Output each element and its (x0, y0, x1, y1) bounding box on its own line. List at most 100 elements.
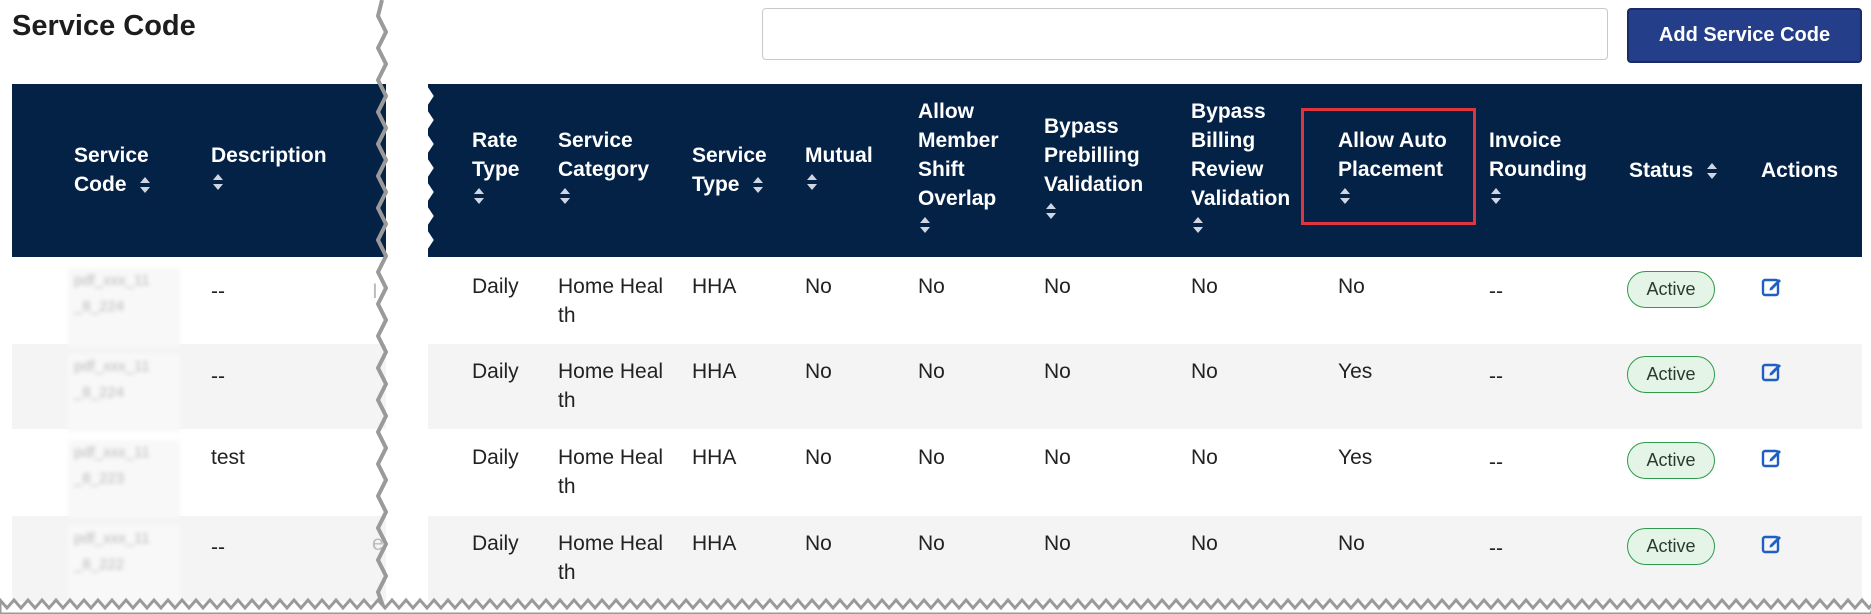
service-code-blurred: pdf_xxx_11 _8_223 (68, 440, 180, 518)
service-type-cell: HHA (692, 360, 737, 383)
col-allow-member-shift-overlap[interactable]: Allow Member Shift Overlap (918, 97, 999, 235)
sort-icon[interactable] (918, 215, 932, 235)
col-label: Review (1191, 158, 1264, 181)
table-row (12, 344, 1862, 429)
bypass-prebilling-cell: No (1044, 446, 1071, 469)
add-service-code-button[interactable]: Add Service Code (1627, 8, 1862, 63)
col-service-type[interactable]: Service Type (692, 141, 767, 199)
col-label: Bypass (1044, 115, 1119, 138)
col-label: Mutual (805, 144, 873, 167)
service-category-cell: Home Heal th (558, 357, 663, 415)
category-line: th (558, 475, 576, 498)
sort-icon[interactable] (472, 186, 486, 206)
col-label: Shift (918, 158, 965, 181)
torn-edge-left (375, 0, 389, 614)
edit-icon[interactable] (1761, 446, 1783, 468)
col-label: Service (558, 129, 633, 152)
col-actions: Actions (1761, 156, 1838, 185)
auto-placement-cell: Yes (1338, 446, 1373, 469)
shift-overlap-cell: No (918, 275, 945, 298)
torn-edge-bottom (0, 597, 1871, 614)
col-label: Prebilling (1044, 144, 1140, 167)
col-label: Category (558, 158, 650, 181)
invoice-rounding-cell: -- (1489, 365, 1503, 388)
col-label: Rate (472, 129, 518, 152)
search-input[interactable] (762, 8, 1608, 60)
sort-icon[interactable] (138, 175, 152, 195)
bypass-billing-review-cell: No (1191, 275, 1218, 298)
mutual-cell: No (805, 532, 832, 555)
rate-type-cell: Daily (472, 532, 519, 555)
category-line: Home Heal (558, 360, 664, 383)
category-line: Home Heal (558, 275, 664, 298)
sort-icon[interactable] (211, 172, 225, 192)
col-allow-auto-placement[interactable]: Allow Auto Placement (1338, 126, 1447, 206)
category-line: th (558, 389, 576, 412)
col-label: Type (472, 158, 520, 181)
col-label: Service (74, 144, 149, 167)
sort-icon[interactable] (558, 186, 572, 206)
rate-type-cell: Daily (472, 360, 519, 383)
col-service-code[interactable]: Service Code (74, 141, 152, 199)
invoice-rounding-cell: -- (1489, 537, 1503, 560)
shift-overlap-cell: No (918, 446, 945, 469)
col-bypass-prebilling-validation[interactable]: Bypass Prebilling Validation (1044, 112, 1143, 221)
col-label: Placement (1338, 158, 1444, 181)
invoice-rounding-cell: -- (1489, 280, 1503, 303)
service-type-cell: HHA (692, 532, 737, 555)
torn-edge-right (422, 83, 434, 253)
col-service-category[interactable]: Service Category (558, 126, 649, 206)
col-label: Actions (1761, 159, 1839, 182)
service-code-blurred: pdf_xxx_11 _8_224 (68, 354, 180, 432)
service-type-cell: HHA (692, 275, 737, 298)
sort-icon[interactable] (1489, 186, 1503, 206)
description-cell: test (211, 446, 245, 469)
col-label: Billing (1191, 129, 1256, 152)
col-label: Member (918, 129, 999, 152)
col-label: Description (211, 144, 327, 167)
description-cell: -- (211, 365, 225, 388)
status-badge: Active (1627, 356, 1715, 393)
col-mutual[interactable]: Mutual (805, 141, 873, 192)
sort-icon[interactable] (1191, 215, 1205, 235)
edit-icon[interactable] (1761, 532, 1783, 554)
description-cell: -- (211, 280, 225, 303)
bypass-billing-review-cell: No (1191, 446, 1218, 469)
sort-icon[interactable] (1705, 161, 1719, 181)
sort-icon[interactable] (1044, 201, 1058, 221)
bypass-prebilling-cell: No (1044, 532, 1071, 555)
mutual-cell: No (805, 360, 832, 383)
status-badge: Active (1627, 271, 1715, 308)
col-label: Allow (918, 100, 974, 123)
service-code-blurred: pdf_xxx_11 _8_222 (68, 526, 180, 604)
col-description[interactable]: Description (211, 141, 327, 192)
col-rate-type[interactable]: Rate Type (472, 126, 519, 206)
category-line: th (558, 561, 576, 584)
col-label: Status (1629, 159, 1694, 182)
col-label: Code (74, 173, 127, 196)
col-bypass-billing-review-validation[interactable]: Bypass Billing Review Validation (1191, 97, 1290, 235)
description-overflow: e (372, 532, 384, 555)
status-badge: Active (1627, 528, 1715, 565)
rate-type-cell: Daily (472, 275, 519, 298)
sort-icon[interactable] (1338, 186, 1352, 206)
bypass-prebilling-cell: No (1044, 275, 1071, 298)
category-line: Home Heal (558, 532, 664, 555)
description-cell: -- (211, 536, 225, 559)
table-header (12, 84, 1862, 257)
col-status[interactable]: Status (1629, 156, 1719, 185)
edit-icon[interactable] (1761, 360, 1783, 382)
col-label: Rounding (1489, 158, 1587, 181)
service-code-blurred: pdf_xxx_11 _8_224 (68, 268, 180, 346)
sort-icon[interactable] (805, 172, 819, 192)
category-line: th (558, 304, 576, 327)
service-category-cell: Home Heal th (558, 272, 663, 330)
bypass-billing-review-cell: No (1191, 532, 1218, 555)
table-row (12, 516, 1862, 601)
highlight-box (1301, 108, 1476, 225)
col-invoice-rounding[interactable]: Invoice Rounding (1489, 126, 1587, 206)
col-label: Validation (1044, 173, 1144, 196)
sort-icon[interactable] (751, 175, 765, 195)
status-badge: Active (1627, 442, 1715, 479)
edit-icon[interactable] (1761, 275, 1783, 297)
